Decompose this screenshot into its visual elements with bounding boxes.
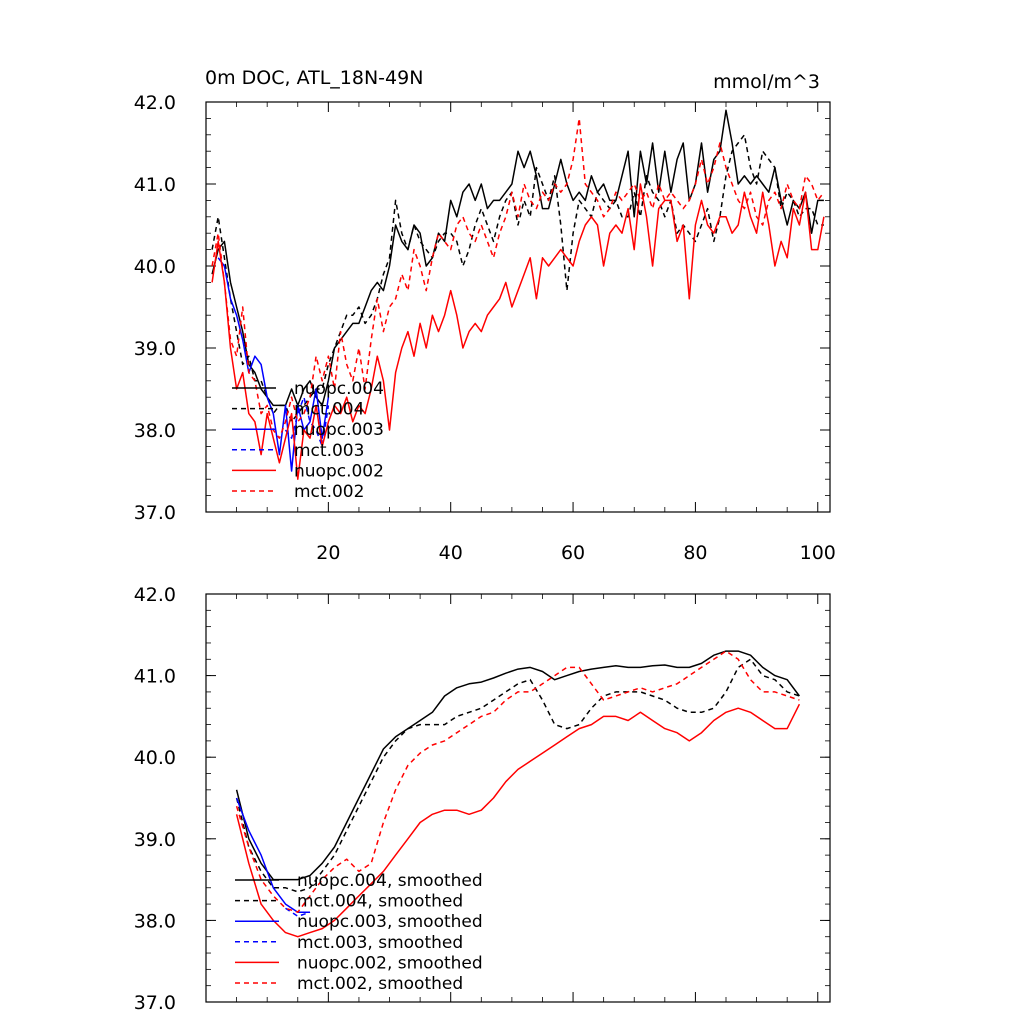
chart-title: 0m DOC, ATL_18N-49N [205,67,423,89]
x-tick-label: 80 [683,542,707,564]
series-line-nuopc-002 [211,183,825,480]
y-tick-label: 39.0 [134,338,176,360]
plot-frame [205,593,831,1003]
legend-label: mct.004, smoothed [297,892,463,912]
y-tick-label: 39.0 [134,829,176,851]
y-tick-label: 41.0 [134,666,176,688]
y-tick-label: 37.0 [134,502,176,524]
y-tick-label: 40.0 [134,256,176,278]
series-line-nuopc-004-smoothed [235,650,801,881]
legend-label: nuopc.002 [294,461,384,481]
series-line-nuopc-002-smoothed [235,703,801,938]
legend-label: nuopc.004 [294,379,384,399]
legend-label: mct.003 [294,441,364,461]
legend-label: nuopc.002, smoothed [297,953,483,973]
x-tick-label: 20 [316,542,340,564]
series-line-nuopc-003 [217,257,330,472]
plot-frame [205,101,831,513]
series-line-mct-003-smoothed [285,907,311,918]
legend-label: mct.003, smoothed [297,933,463,953]
series-line-mct-004 [211,134,824,423]
panel-top: 0m DOC, ATL_18N-49N mmol/m^3 37.0 38.0 39.… [134,67,836,564]
y-tick-label: 38.0 [134,420,176,442]
y-tick-label: 38.0 [134,910,176,932]
series-line-mct-002 [211,117,825,439]
y-tick-label: 42.0 [134,92,176,114]
y-tick-label: 41.0 [134,174,176,196]
panel-bottom: 37.0 38.0 39.0 40.0 41.0 42.0 nuopc.004, smoot… [134,584,831,1014]
legend-label: mct.002, smoothed [297,974,463,994]
y-tick-label: 42.0 [134,584,176,606]
y-tick-label: 40.0 [134,747,176,769]
series-line-nuopc-004 [211,109,824,407]
legend-label: nuopc.003 [294,420,384,440]
legend-label: nuopc.004, smoothed [297,871,483,891]
series-line-mct-002-smoothed [235,650,800,913]
x-tick-label: 40 [439,542,463,564]
series-line-mct-004-smoothed [235,658,800,893]
y-tick-label: 37.0 [134,992,176,1014]
x-tick-label: 100 [800,542,836,564]
legend-label: mct.002 [294,482,364,502]
x-tick-label: 60 [561,542,585,564]
chart-units: mmol/m^3 [713,71,820,93]
legend-label: mct.004 [294,400,364,420]
legend-label: nuopc.003, smoothed [297,912,483,932]
